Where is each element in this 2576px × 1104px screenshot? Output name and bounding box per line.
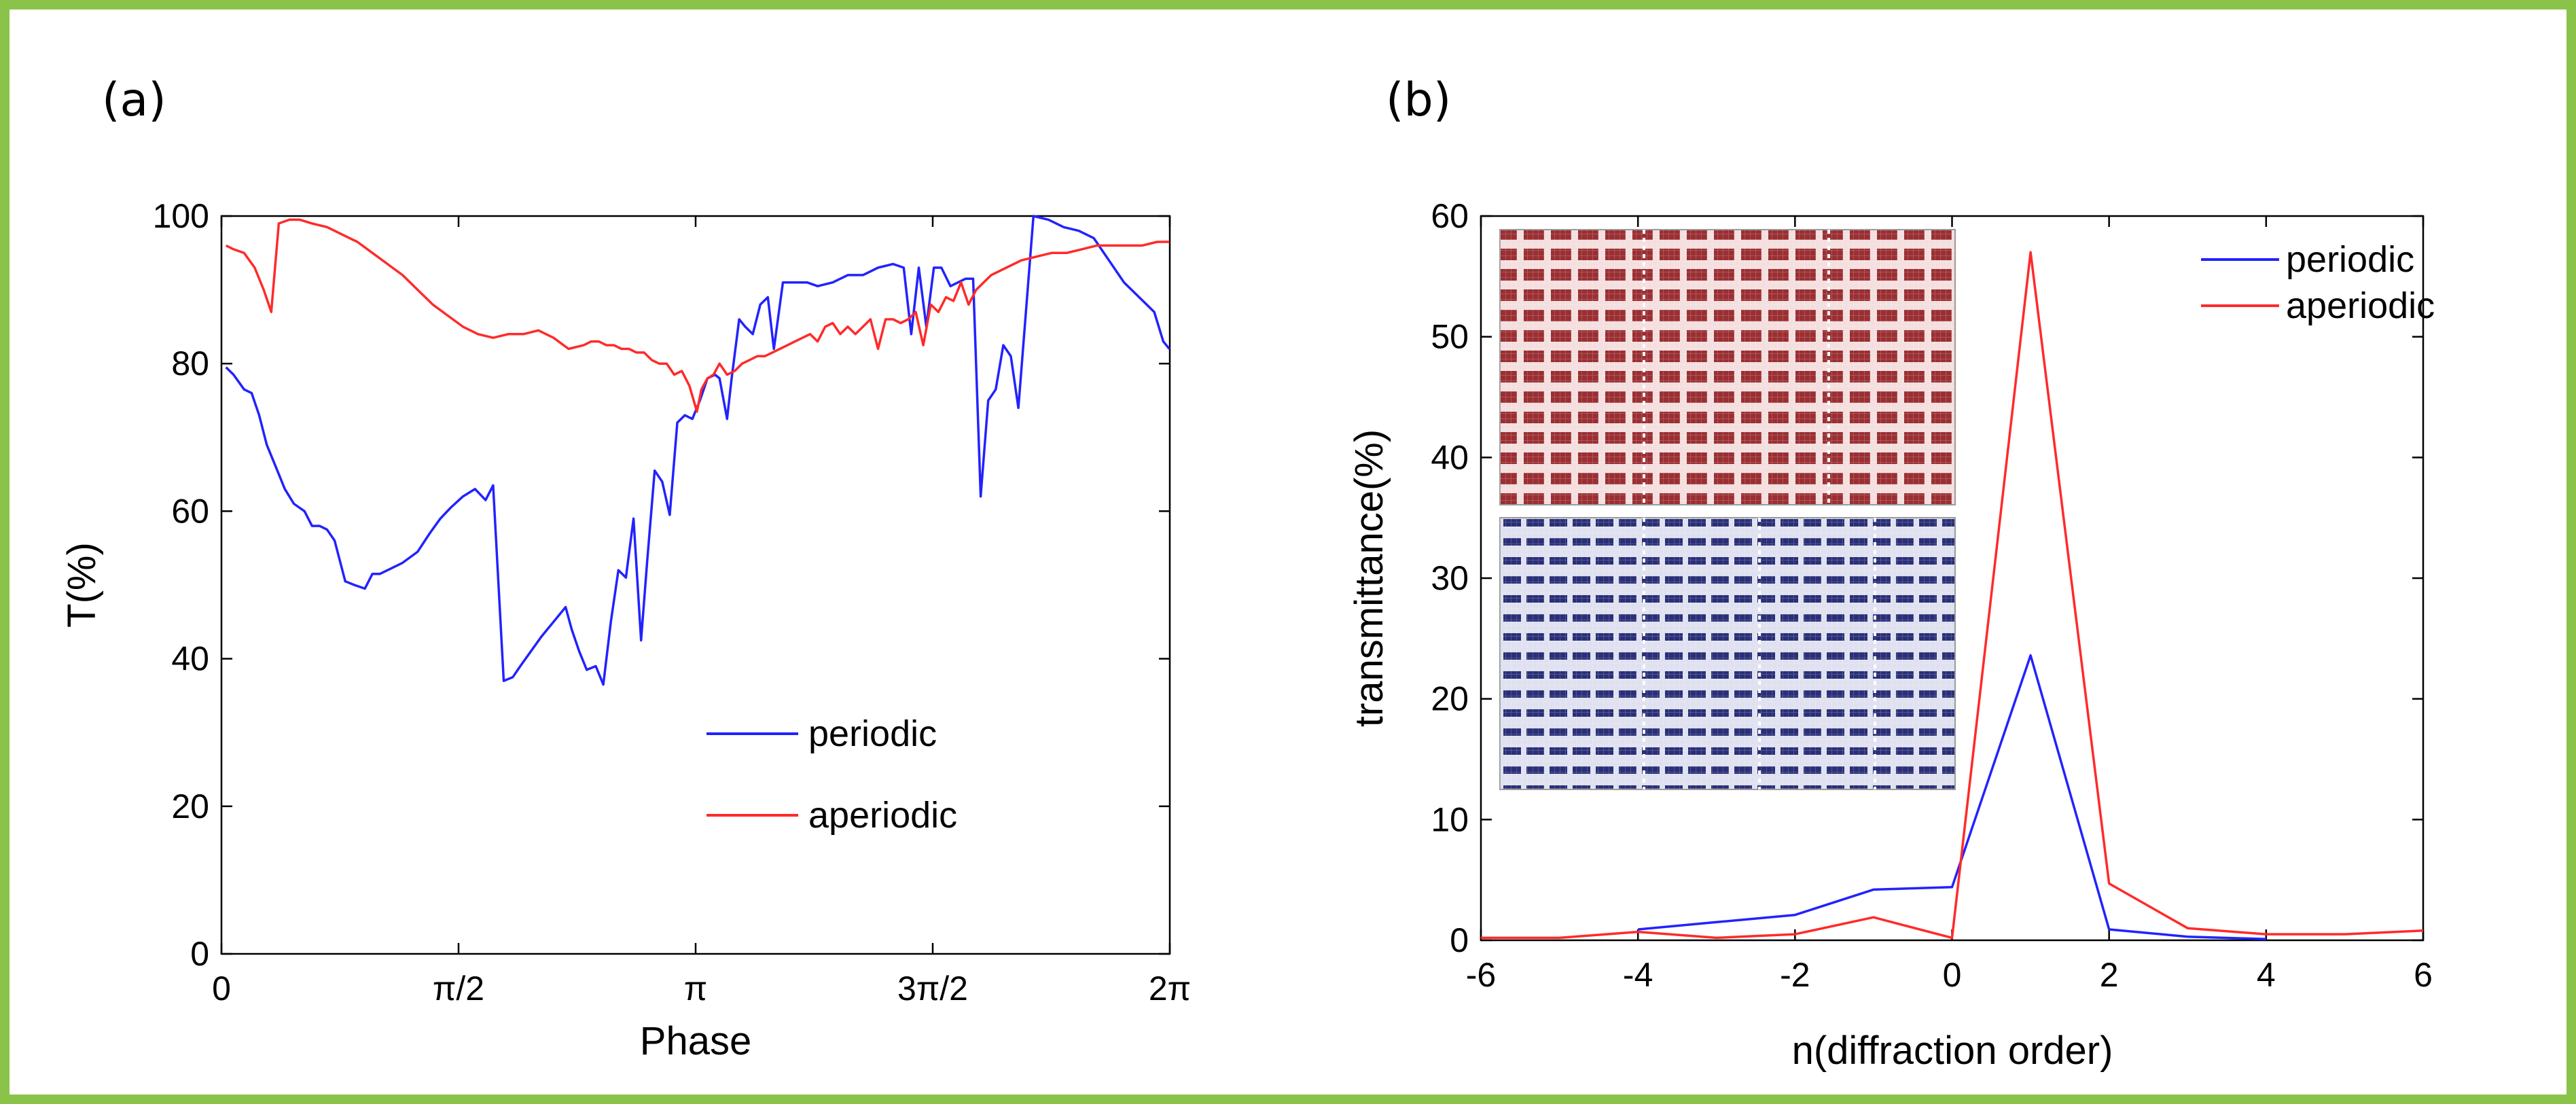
panel-b: (b) 0 10 20 30 40 50 60 -6 -4 -2 0 2 4 6 n(diffracti… [1347, 73, 2435, 1073]
panel-a-y-ticks: 0 20 40 60 80 100 [153, 197, 1170, 973]
legend-aperiodic-label-b: aperiodic [2286, 285, 2435, 326]
y-tick-label: 20 [171, 787, 209, 825]
legend-periodic-label-b: periodic [2286, 239, 2414, 280]
x-tick-label: 3π/2 [897, 969, 968, 1008]
y-tick-label: 100 [153, 197, 209, 235]
y-tick-label: 10 [1431, 800, 1469, 838]
legend-aperiodic-label-a: aperiodic [808, 795, 957, 836]
series-line-aperiodic [225, 218, 1170, 413]
panel-a-letter: (a) [102, 73, 166, 127]
inset-periodic-grid [1500, 518, 1955, 789]
x-tick-label: -4 [1623, 956, 1653, 994]
x-tick-label: π [684, 969, 708, 1008]
x-tick-label: -2 [1780, 956, 1810, 994]
y-tick-label: 20 [1431, 680, 1469, 718]
y-tick-label: 0 [1450, 921, 1469, 959]
panel-a-series [225, 215, 1170, 686]
panel-b-y-ticks: 0 10 20 30 40 50 60 [1431, 197, 2423, 959]
y-tick-label: 80 [171, 344, 209, 382]
series-line-periodic [1638, 654, 2266, 940]
panel-b-xlabel: n(diffraction order) [1792, 1029, 2113, 1073]
panel-b-ylabel: transmittance(%) [1347, 429, 1391, 727]
y-tick-label: 50 [1431, 318, 1469, 356]
series-line-aperiodic [1481, 251, 2424, 940]
inset-image [1499, 229, 1956, 790]
panel-b-letter: (b) [1386, 73, 1451, 127]
x-tick-label: 0 [1943, 956, 1962, 994]
y-tick-label: 60 [1431, 197, 1469, 235]
panel-b-x-ticks: -6 -4 -2 0 2 4 6 [1466, 216, 2433, 994]
panel-a-xlabel: Phase [640, 1019, 751, 1063]
x-tick-label: π/2 [433, 969, 484, 1008]
y-tick-label: 40 [1431, 438, 1469, 476]
x-tick-label: -6 [1466, 956, 1496, 994]
y-tick-label: 0 [190, 935, 209, 973]
legend-periodic-label-a: periodic [808, 713, 937, 754]
x-tick-label: 2π [1149, 969, 1191, 1008]
inset-aperiodic-grid [1500, 230, 1955, 505]
panel-a-ylabel: T(%) [60, 542, 104, 628]
series-line-periodic [225, 215, 1170, 686]
x-tick-label: 0 [212, 969, 231, 1008]
x-tick-label: 2 [2100, 956, 2119, 994]
x-tick-label: 6 [2414, 956, 2433, 994]
panel-b-legend: periodic aperiodic [2201, 239, 2435, 326]
y-tick-label: 60 [171, 492, 209, 530]
x-tick-label: 4 [2257, 956, 2276, 994]
panel-a-x-ticks: 0 π/2 π 3π/2 2π [212, 216, 1191, 1008]
panel-a-axes-box [220, 215, 1171, 955]
y-tick-label: 40 [171, 640, 209, 678]
panel-b-series [1481, 251, 2424, 940]
panel-a-legend: periodic aperiodic [706, 713, 957, 836]
y-tick-label: 30 [1431, 559, 1469, 597]
